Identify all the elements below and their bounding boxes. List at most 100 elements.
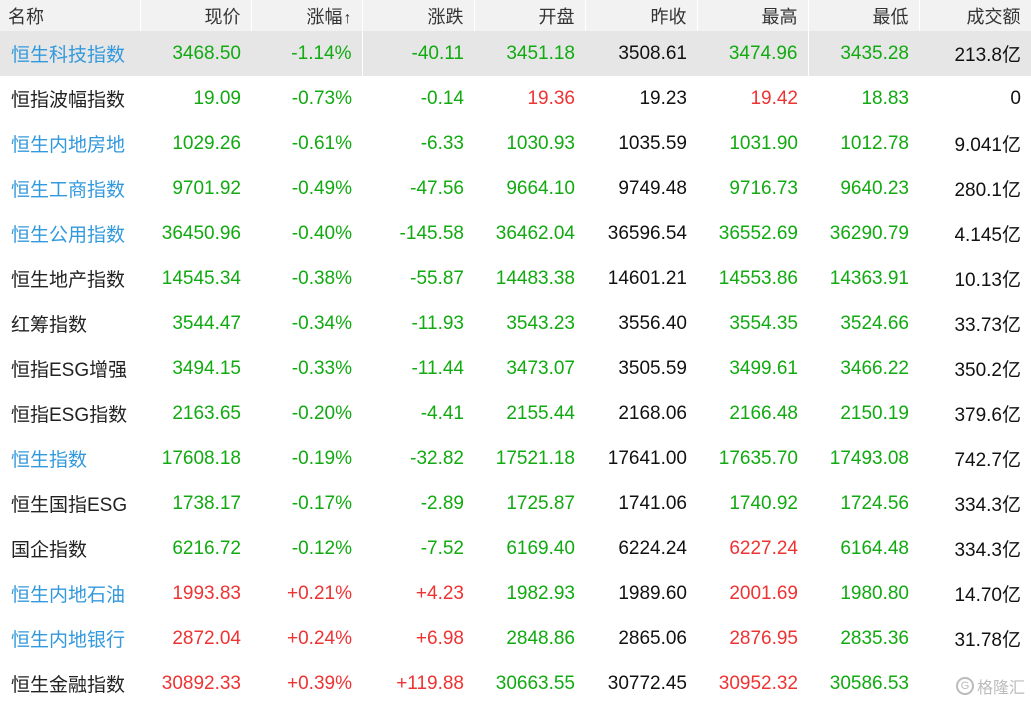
table-row[interactable]: 恒指ESG增强 3494.15 -0.33% -11.44 3473.07 3505.59… [0,346,1031,391]
table-row[interactable]: 恒指波幅指数 19.09 -0.73% -0.14 19.36 19.23 19.42 18.… [0,76,1031,121]
table-row[interactable]: 恒生指数 17608.18 -0.19% -32.82 17521.18 17641.00… [0,436,1031,481]
header-high-label: 最高 [761,6,798,27]
turnover-cell: 334.3亿 [954,495,1021,516]
header-low-label: 最低 [872,6,909,27]
open-cell: 3451.18 [474,31,585,76]
turnover-cell: 379.6亿 [954,405,1021,426]
change-pct-cell: -0.17% [291,492,352,514]
table-row[interactable]: 恒生科技指数 3468.50 -1.14% -40.11 3451.18 3508.61 3… [0,31,1031,76]
open-cell: 9664.10 [506,177,575,199]
change-cell: -2.89 [420,492,464,514]
header-low[interactable]: 最低 [808,0,920,31]
low-cell: 3466.22 [840,357,909,379]
header-change-pct[interactable]: 涨幅↑ [251,0,363,31]
turnover-cell: 33.73亿 [954,315,1021,336]
table-row[interactable]: 恒指ESG指数 2163.65 -0.20% -4.41 2155.44 2168.06 2… [0,391,1031,436]
table-row[interactable]: 红筹指数 3544.47 -0.34% -11.93 3543.23 3556.40 355… [0,301,1031,346]
open-cell: 1725.87 [506,492,575,514]
table-row[interactable]: 恒生内地石油 1993.83 +0.21% +4.23 1982.93 1989.60 20… [0,571,1031,616]
turnover-cell: 350.2亿 [954,360,1021,381]
price-cell: 3494.15 [172,357,241,379]
table-row[interactable]: 恒生公用指数 36450.96 -0.40% -145.58 36462.04 36596… [0,211,1031,256]
table-row[interactable]: 恒生工商指数 9701.92 -0.49% -47.56 9664.10 9749.48 9… [0,166,1031,211]
header-prev-close-label: 昨收 [650,6,687,27]
table-row[interactable]: 恒生国指ESG 1738.17 -0.17% -2.89 1725.87 1741.06 1… [0,481,1031,526]
header-open-label: 开盘 [538,6,575,27]
turnover-cell: 14.70亿 [954,585,1021,606]
change-cell: -32.82 [410,447,464,469]
gelonghui-logo-icon: G [955,677,974,695]
low-cell: 3524.66 [840,312,909,334]
header-name-label: 名称 [8,6,44,27]
table-row[interactable]: 恒生金融指数 30892.33 +0.39% +119.88 30663.55 30772… [0,661,1031,706]
low-cell: 3435.28 [808,31,919,76]
high-cell: 9716.73 [729,177,798,199]
change-pct-cell: +0.39% [287,672,352,694]
header-high[interactable]: 最高 [697,0,809,31]
price-cell: 17608.18 [161,447,241,469]
price-cell: 1029.26 [172,132,241,154]
change-pct-cell: -0.38% [291,267,352,289]
name-cell[interactable]: 恒生内地房地 [11,135,126,156]
name-cell[interactable]: 恒生工商指数 [11,180,126,201]
prev-close-cell: 3508.61 [585,31,697,76]
low-cell: 1012.78 [840,132,909,154]
price-cell: 2872.04 [172,627,241,649]
header-name[interactable]: 名称 [0,0,141,31]
price-cell: 14545.34 [161,267,241,289]
open-cell: 3473.07 [506,357,575,379]
name-cell[interactable]: 恒生内地银行 [11,630,126,651]
low-cell: 17493.08 [829,447,909,469]
change-cell: -145.58 [399,222,464,244]
low-cell: 36290.79 [829,222,909,244]
change-cell: +119.88 [396,672,464,694]
prev-close-cell: 17641.00 [607,447,687,469]
name-cell: 恒指波幅指数 [11,90,126,111]
table-row[interactable]: 恒生地产指数 14545.34 -0.38% -55.87 14483.38 14601.… [0,256,1031,301]
change-cell: -7.52 [420,537,464,559]
change-cell: -55.87 [410,267,464,289]
header-prev-close[interactable]: 昨收 [585,0,698,31]
change-pct-cell: -0.33% [291,357,352,379]
prev-close-cell: 9749.48 [618,177,687,199]
header-open[interactable]: 开盘 [474,0,586,31]
prev-close-cell: 36596.54 [607,222,687,244]
table-row[interactable]: 恒生内地房地 1029.26 -0.61% -6.33 1030.93 1035.59 10… [0,121,1031,166]
change-pct-cell: -0.73% [291,87,352,109]
table-row[interactable]: 国企指数 6216.72 -0.12% -7.52 6169.40 6224.24 6227… [0,526,1031,571]
name-cell[interactable]: 恒生公用指数 [11,225,126,246]
watermark-text: 格隆汇 [976,680,1025,697]
name-cell[interactable]: 恒生科技指数 [0,31,140,76]
turnover-cell: 9.041亿 [954,135,1021,156]
sort-ascending-icon: ↑ [343,9,352,27]
turnover-cell: 4.145亿 [954,225,1021,246]
change-cell: -4.41 [420,402,464,424]
change-cell: +4.23 [415,582,464,604]
low-cell: 1980.80 [840,582,909,604]
name-cell[interactable]: 恒生指数 [11,450,88,471]
change-pct-cell: -0.12% [291,537,352,559]
change-cell: -11.93 [411,312,464,334]
name-cell[interactable]: 恒生内地石油 [11,585,126,606]
prev-close-cell: 1989.60 [618,582,687,604]
high-cell: 3554.35 [729,312,798,334]
price-cell: 30892.33 [161,672,241,694]
price-cell: 19.09 [193,87,241,109]
change-pct-cell: -0.61% [291,132,352,154]
header-price[interactable]: 现价 [140,0,252,31]
header-change-pct-label: 涨幅 [306,6,343,27]
prev-close-cell: 1035.59 [618,132,687,154]
turnover-cell: 280.1亿 [954,180,1021,201]
open-cell: 2848.86 [506,627,575,649]
high-cell: 14553.86 [718,267,798,289]
price-cell: 1993.83 [172,582,241,604]
high-cell: 2876.95 [729,627,798,649]
high-cell: 3474.96 [697,31,809,76]
header-turnover[interactable]: 成交额 [919,0,1031,31]
price-cell: 9701.92 [172,177,241,199]
prev-close-cell: 3505.59 [618,357,687,379]
low-cell: 14363.91 [829,267,909,289]
table-row[interactable]: 恒生内地银行 2872.04 +0.24% +6.98 2848.86 2865.06 28… [0,616,1031,661]
open-cell: 36462.04 [495,222,575,244]
header-change[interactable]: 涨跌 [362,0,475,31]
